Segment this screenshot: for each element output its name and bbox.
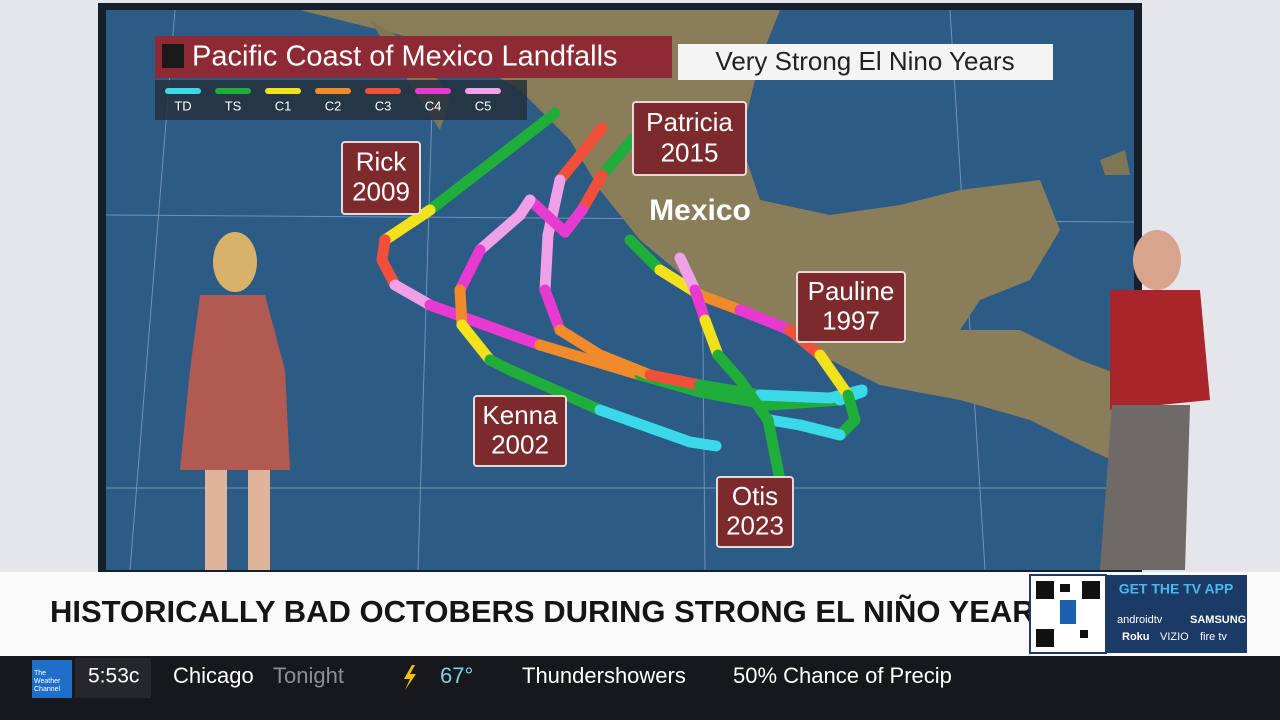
promo-brand: fire tv <box>1200 631 1227 643</box>
legend-swatch <box>215 88 251 94</box>
legend-swatch <box>365 88 401 94</box>
weather-icon <box>404 665 416 690</box>
track-segment <box>734 304 796 336</box>
storm-label-box <box>632 101 747 176</box>
track-segment <box>596 134 638 181</box>
track-segment <box>524 194 571 238</box>
temperature: 67° <box>440 663 473 688</box>
subtitle: Very Strong El Nino Years <box>715 46 1014 76</box>
storm-label-box <box>473 395 567 467</box>
country-label: Mexico <box>649 194 751 227</box>
promo-title: GET THE TV APP <box>1119 581 1234 597</box>
storm-tracks <box>376 107 868 486</box>
title-icon <box>162 44 184 68</box>
storm-label-box <box>796 271 906 343</box>
subtitle-box <box>678 44 1053 80</box>
track-segment <box>542 174 566 241</box>
track-segment <box>454 244 486 296</box>
headline: HISTORICALLY BAD OCTOBERS DURING STRONG … <box>50 594 1055 629</box>
track-segment <box>454 284 468 331</box>
track-segment <box>644 369 706 391</box>
legend-label: C5 <box>475 98 492 113</box>
track-segment <box>814 349 854 401</box>
land-mexico <box>300 10 1134 470</box>
legend-label: C4 <box>425 98 442 113</box>
legend-label: TS <box>225 98 242 113</box>
track-segment <box>576 169 608 216</box>
time: 5:53c <box>88 665 139 688</box>
storm-label-box <box>716 476 794 548</box>
legend-label: C1 <box>275 98 292 113</box>
track-segment <box>424 299 546 351</box>
track-segment <box>694 289 746 316</box>
track-segment <box>674 252 701 296</box>
storm-name: Otis <box>732 481 778 511</box>
promo-brand: VIZIO <box>1160 631 1189 643</box>
title-bar <box>155 36 672 78</box>
track-segment <box>754 389 836 404</box>
track-segment <box>424 119 546 216</box>
track-segment <box>539 284 566 336</box>
track-segment <box>554 122 608 186</box>
track-segment <box>712 349 746 386</box>
legend-label: C3 <box>375 98 392 113</box>
track-segment <box>379 204 436 246</box>
track-segment <box>699 314 724 361</box>
period: Tonight <box>273 663 344 688</box>
promo-brand: SAMSUNG <box>1190 614 1246 626</box>
track-segment <box>594 404 696 448</box>
storm-label-box <box>341 141 421 215</box>
logo-text-box: The Weather Channel <box>34 670 61 693</box>
precip: 50% Chance of Precip <box>733 663 952 688</box>
track-segment <box>504 364 606 416</box>
legend-swatch <box>265 88 301 94</box>
app-promo[interactable] <box>1107 575 1247 653</box>
legend-label: TD <box>174 98 191 113</box>
promo-brand: androidtv <box>1117 614 1163 626</box>
storm-year: 2002 <box>491 429 549 459</box>
track-segment <box>554 324 606 361</box>
track-segment <box>624 234 666 276</box>
promo-brand: Roku <box>1122 631 1150 643</box>
track-segment <box>474 209 526 256</box>
title: Pacific Coast of Mexico Landfalls <box>192 41 618 73</box>
track-segment <box>764 414 806 431</box>
legend-swatch <box>165 88 201 94</box>
legend-swatch <box>465 88 501 94</box>
storm-name: Patricia <box>646 107 733 137</box>
storm-year: 1997 <box>822 305 880 335</box>
ticker-bar <box>0 656 1280 720</box>
storm-name: Kenna <box>482 400 558 430</box>
qr-pattern <box>1036 581 1100 647</box>
presenter-left <box>180 232 290 570</box>
storm-name: Rick <box>356 146 408 176</box>
storm-year: 2009 <box>352 177 410 207</box>
time-box <box>75 658 151 698</box>
track-segment <box>456 319 496 366</box>
storm-year: 2023 <box>726 510 784 540</box>
condition: Thundershowers <box>522 663 686 688</box>
presenter-right <box>1100 230 1210 570</box>
track-segment <box>684 436 722 452</box>
storm-year: 2015 <box>661 137 719 167</box>
logo <box>32 660 72 698</box>
legend-label: C2 <box>325 98 342 113</box>
storm-name: Pauline <box>808 276 895 306</box>
legend: TD TS C1 C2 C3 C4 C5 <box>165 88 501 113</box>
track-segment <box>539 229 554 296</box>
legend-swatch <box>315 88 351 94</box>
land-cuba <box>1100 150 1130 175</box>
track-segment <box>594 349 656 381</box>
track-segment <box>762 414 786 486</box>
legend-box <box>155 80 527 120</box>
track-segment <box>734 374 774 426</box>
track-segment <box>794 419 846 441</box>
logo-text: The Weather Channel <box>34 670 61 693</box>
legend-swatch <box>415 88 451 94</box>
city: Chicago <box>173 663 254 688</box>
track-segment <box>389 279 436 311</box>
